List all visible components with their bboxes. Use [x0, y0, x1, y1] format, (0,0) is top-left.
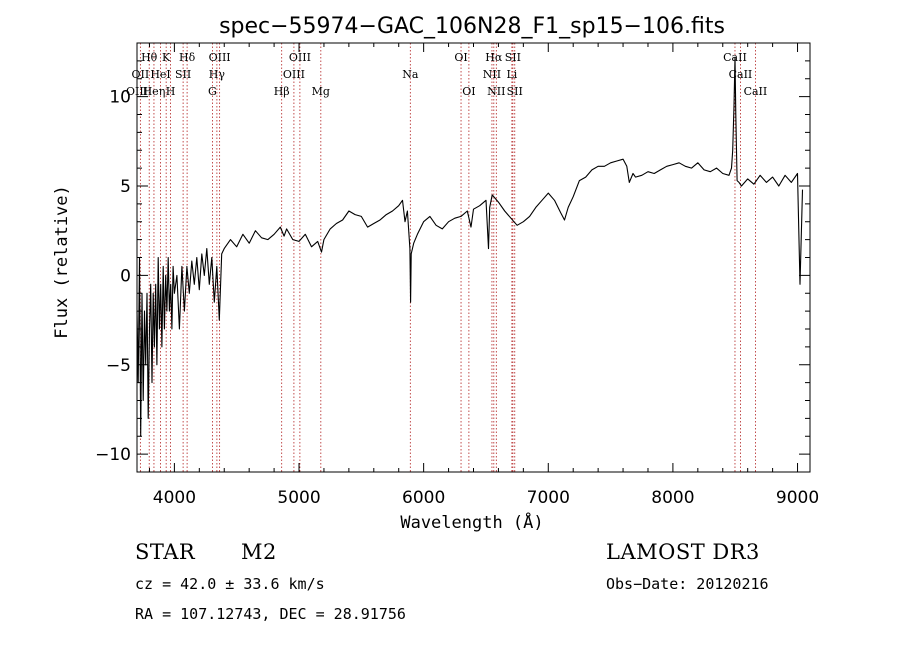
- spectral-line-label: Hα: [485, 51, 503, 64]
- spectral-line-label: Heη: [143, 85, 166, 98]
- x-tick-label: 9000: [776, 488, 819, 508]
- spectral-line-label: Hδ: [179, 51, 196, 64]
- y-axis-title: Flux (relative): [52, 185, 72, 339]
- coordinates: RA = 107.12743, DEC = 28.91756: [135, 605, 406, 623]
- spectral-line-label: OI: [462, 85, 475, 98]
- x-tick-label: 6000: [402, 488, 445, 508]
- x-tick-label: 8000: [651, 488, 694, 508]
- x-axis-ticks: 4000 5000 6000 7000 8000 9000: [148, 43, 819, 508]
- x-axis-title: Wavelength (Å): [400, 511, 543, 533]
- spectral-line-label: Hβ: [274, 85, 290, 98]
- y-tick-label: 0: [120, 266, 131, 286]
- spectral-line-label: OIII: [289, 51, 311, 64]
- spectral-line-label: OI: [454, 51, 467, 64]
- spectrum-line: [136, 56, 804, 437]
- spectral-line-label: SII: [175, 68, 191, 81]
- spectral-line-label: Hγ: [209, 68, 226, 81]
- spectral-line-label: Hθ: [141, 51, 158, 64]
- y-tick-label: −10: [95, 445, 131, 465]
- plot-frame: [136, 42, 811, 473]
- spectral-line-label: K: [162, 51, 171, 64]
- survey-name: LAMOST DR3: [606, 540, 760, 564]
- spectral-line-label: G: [208, 85, 217, 98]
- spectral-line-label: Mg: [312, 85, 330, 98]
- x-tick-label: 7000: [527, 488, 570, 508]
- redshift-value: cz = 42.0 ± 33.6 km/s: [135, 575, 325, 593]
- object-class: STAR: [135, 540, 196, 564]
- spectral-line-label: NII: [483, 68, 501, 81]
- object-subclass: M2: [241, 540, 277, 564]
- spectral-line-label: Li: [506, 68, 517, 81]
- y-tick-label: 5: [120, 177, 131, 197]
- chart-title: spec−55974−GAC_106N28_F1_sp15−106.fits: [219, 14, 725, 39]
- observation-date: Obs−Date: 20120216: [606, 575, 769, 593]
- spectral-line-label: H: [166, 85, 176, 98]
- x-tick-label: 4000: [153, 488, 196, 508]
- spectral-line-label: NII: [487, 85, 505, 98]
- spectral-line-label: OIII: [283, 68, 305, 81]
- y-tick-label: −5: [106, 356, 131, 376]
- spectral-line-label: OIII: [209, 51, 231, 64]
- spectral-line-label: HeI: [150, 68, 170, 81]
- spectral-line-label: CaII: [744, 85, 768, 98]
- spectral-line-label: Na: [402, 68, 419, 81]
- spectral-line-label: CaII: [729, 68, 753, 81]
- y-tick-label: 10: [109, 88, 131, 108]
- spectral-line-label: SII: [507, 85, 523, 98]
- spectral-line-label: SII: [505, 51, 521, 64]
- spectral-line-label: OII: [132, 68, 150, 81]
- x-tick-label: 5000: [277, 488, 320, 508]
- spectral-line-markers: [136, 43, 756, 472]
